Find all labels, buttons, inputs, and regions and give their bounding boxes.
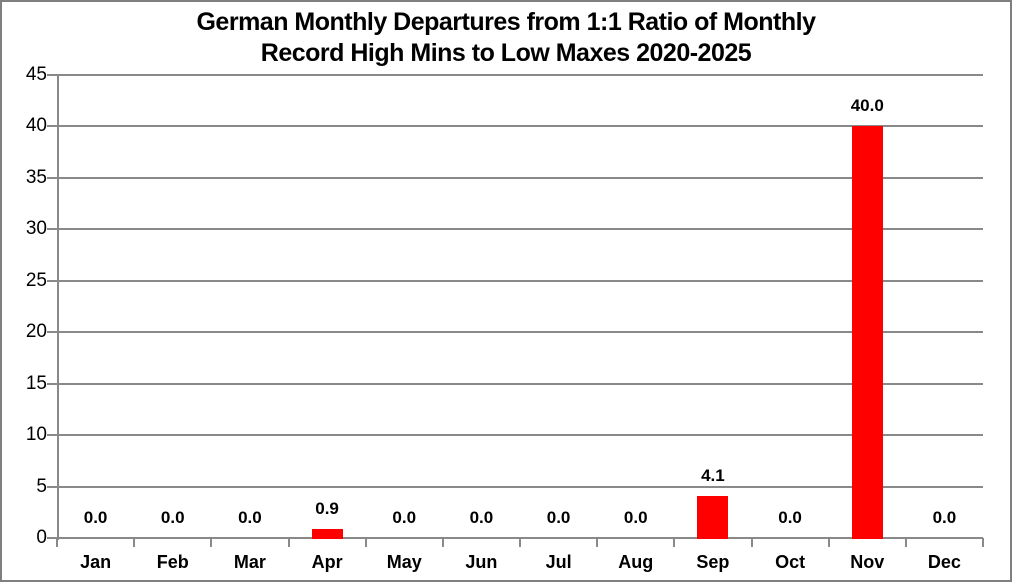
x-category-label: Oct	[775, 552, 806, 572]
gridline	[57, 434, 983, 437]
x-category-label: Apr	[311, 552, 343, 572]
y-tick-label: 15	[25, 372, 47, 394]
x-category-label: Aug	[618, 552, 654, 572]
x-category-label: Feb	[156, 552, 189, 572]
x-axis-tick	[673, 538, 676, 547]
y-tick-label: 20	[25, 321, 47, 343]
y-tick-label: 30	[25, 218, 47, 240]
bar	[851, 126, 883, 539]
y-axis-tick	[47, 176, 59, 179]
x-category-label: Mar	[233, 552, 266, 572]
chart-title-line-1: German Monthly Departures from 1:1 Ratio…	[196, 8, 816, 36]
x-category-label: Jan	[80, 552, 112, 572]
x-axis-tick	[750, 538, 753, 547]
y-axis-tick	[47, 279, 59, 282]
gridline	[57, 485, 983, 488]
bar-value-label: 0.0	[469, 508, 494, 527]
y-tick-label: 40	[25, 115, 47, 137]
chart-title: German Monthly Departures from 1:1 Ratio…	[0, 7, 1012, 69]
gridline	[57, 279, 983, 282]
x-axis-tick	[133, 538, 136, 547]
bar-value-label: 0.9	[315, 498, 339, 518]
y-tick-label: 0	[36, 527, 47, 548]
y-tick-label: 35	[25, 166, 47, 188]
y-axis-tick	[47, 74, 59, 76]
bar-value-label: 0.0	[778, 508, 802, 527]
y-axis-tick	[47, 434, 59, 437]
y-tick-label: 10	[25, 424, 47, 446]
bar-value-label: 0.0	[160, 508, 185, 527]
x-axis-tick	[982, 538, 984, 547]
y-axis-line	[57, 75, 59, 540]
bar	[697, 495, 729, 539]
y-axis-tick	[47, 125, 59, 128]
gridline	[57, 331, 983, 334]
y-axis-tick	[47, 331, 59, 334]
y-tick-label: 25	[25, 269, 47, 291]
y-axis-tick	[47, 537, 59, 539]
bar-value-label: 40.0	[850, 96, 884, 116]
x-axis-tick	[287, 538, 290, 547]
x-category-label: May	[386, 552, 422, 572]
x-axis-tick	[210, 538, 213, 547]
bar-value-label: 0.0	[932, 508, 957, 527]
x-category-label: Sep	[696, 552, 730, 572]
x-axis-tick	[904, 538, 907, 547]
gridline	[57, 228, 983, 231]
y-axis-tick	[47, 382, 59, 385]
x-axis-tick	[441, 538, 444, 547]
x-category-label: Jun	[465, 552, 498, 572]
x-category-label: Jul	[545, 552, 572, 572]
bar-value-label: 0.0	[392, 508, 417, 527]
gridline	[57, 74, 983, 76]
y-axis-tick	[47, 485, 59, 488]
bar-value-label: 4.1	[701, 465, 725, 485]
bar-value-label: 0.0	[238, 508, 262, 527]
x-axis-tick	[827, 538, 830, 547]
y-axis-tick	[47, 228, 59, 231]
x-axis-tick	[56, 538, 58, 547]
bar	[311, 528, 343, 539]
x-axis-tick	[519, 538, 521, 547]
chart-title-line-2: Record High Mins to Low Maxes 2020-2025	[260, 39, 752, 67]
gridline	[57, 125, 983, 128]
gridline	[57, 176, 983, 179]
x-axis-tick	[596, 538, 599, 547]
y-tick-label: 5	[36, 475, 47, 497]
bar-value-label: 0.0	[623, 508, 648, 527]
gridline	[57, 382, 983, 385]
y-tick-label: 45	[25, 64, 47, 85]
x-axis-tick	[364, 538, 367, 547]
x-category-label: Dec	[927, 552, 961, 572]
bar-value-label: 0.0	[83, 508, 108, 527]
x-category-label: Nov	[850, 552, 885, 572]
bar-value-label: 0.0	[546, 508, 571, 527]
